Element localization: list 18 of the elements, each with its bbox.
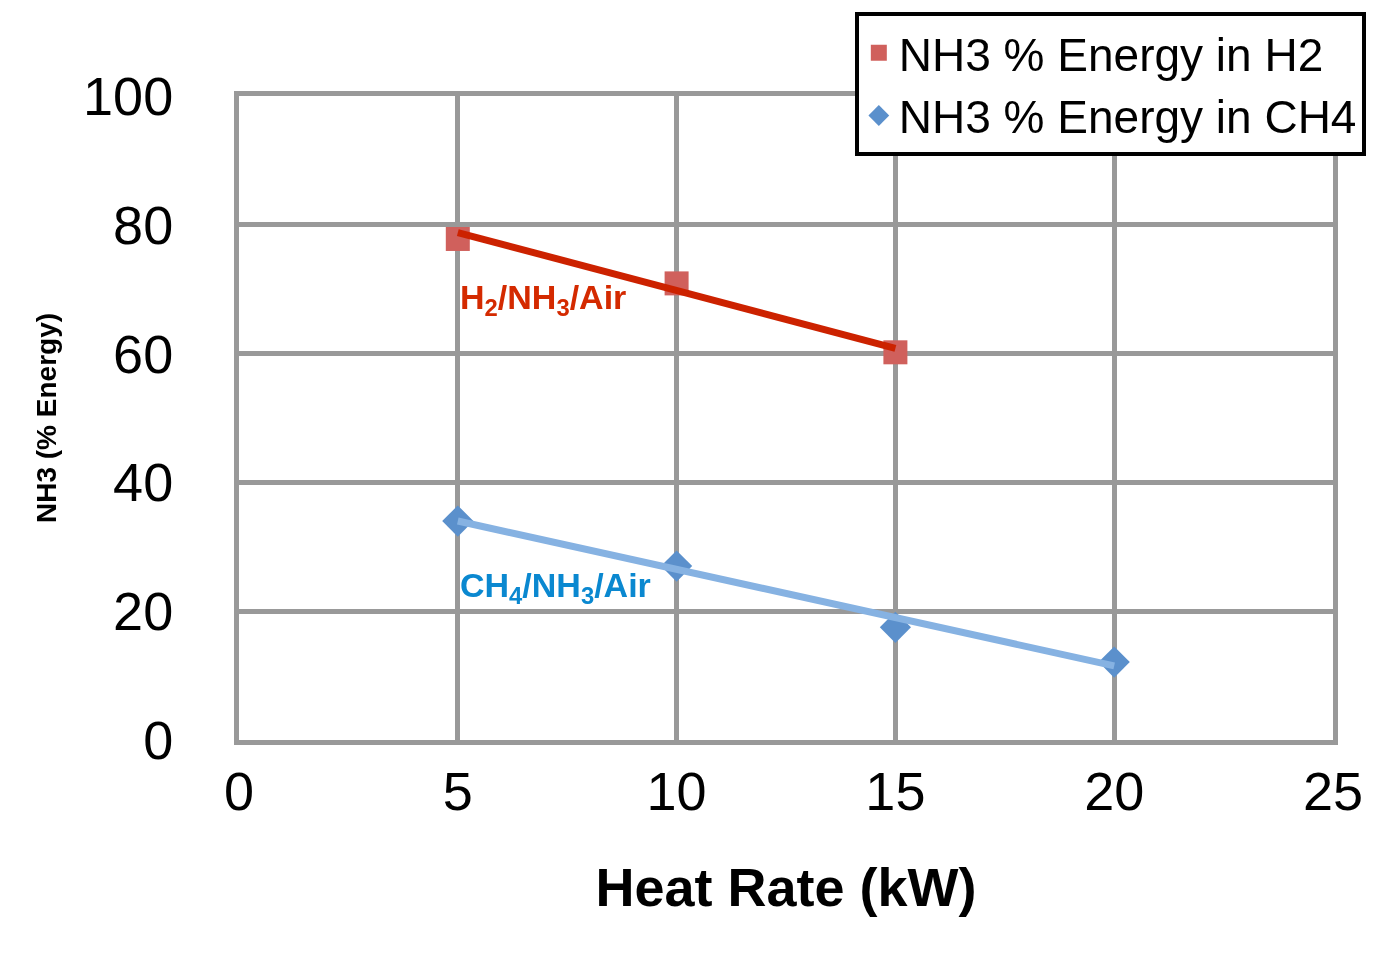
x-tick-label: 20 xyxy=(1084,760,1145,821)
annotation: CH$_{4}$/NH$_{3}$/Air xyxy=(460,566,651,610)
x-axis-title: Heat Rate (kW) xyxy=(595,857,977,918)
x-tick-label: 10 xyxy=(646,760,707,821)
x-tick-label: 25 xyxy=(1302,760,1364,821)
y-tick-label: 20 xyxy=(113,581,174,642)
x-tick-label: 5 xyxy=(442,760,473,821)
y-tick-label: 100 xyxy=(83,65,174,126)
legend-label: NH3 % Energy in H2 xyxy=(898,28,1324,81)
y-axis-title: NH3 (% Energy) xyxy=(30,312,62,524)
y-tick-label: 40 xyxy=(113,452,174,513)
x-tick-label: 0 xyxy=(223,760,255,821)
annotation: H$_{2}$/NH$_{3}$/Air xyxy=(460,278,627,322)
x-tick-label: 15 xyxy=(865,760,926,821)
y-tick-label: 60 xyxy=(113,323,174,384)
y-tick-label: 0 xyxy=(143,709,174,770)
y-tick-label: 80 xyxy=(113,194,174,255)
legend-label: NH3 % Energy in CH4 xyxy=(898,91,1357,144)
